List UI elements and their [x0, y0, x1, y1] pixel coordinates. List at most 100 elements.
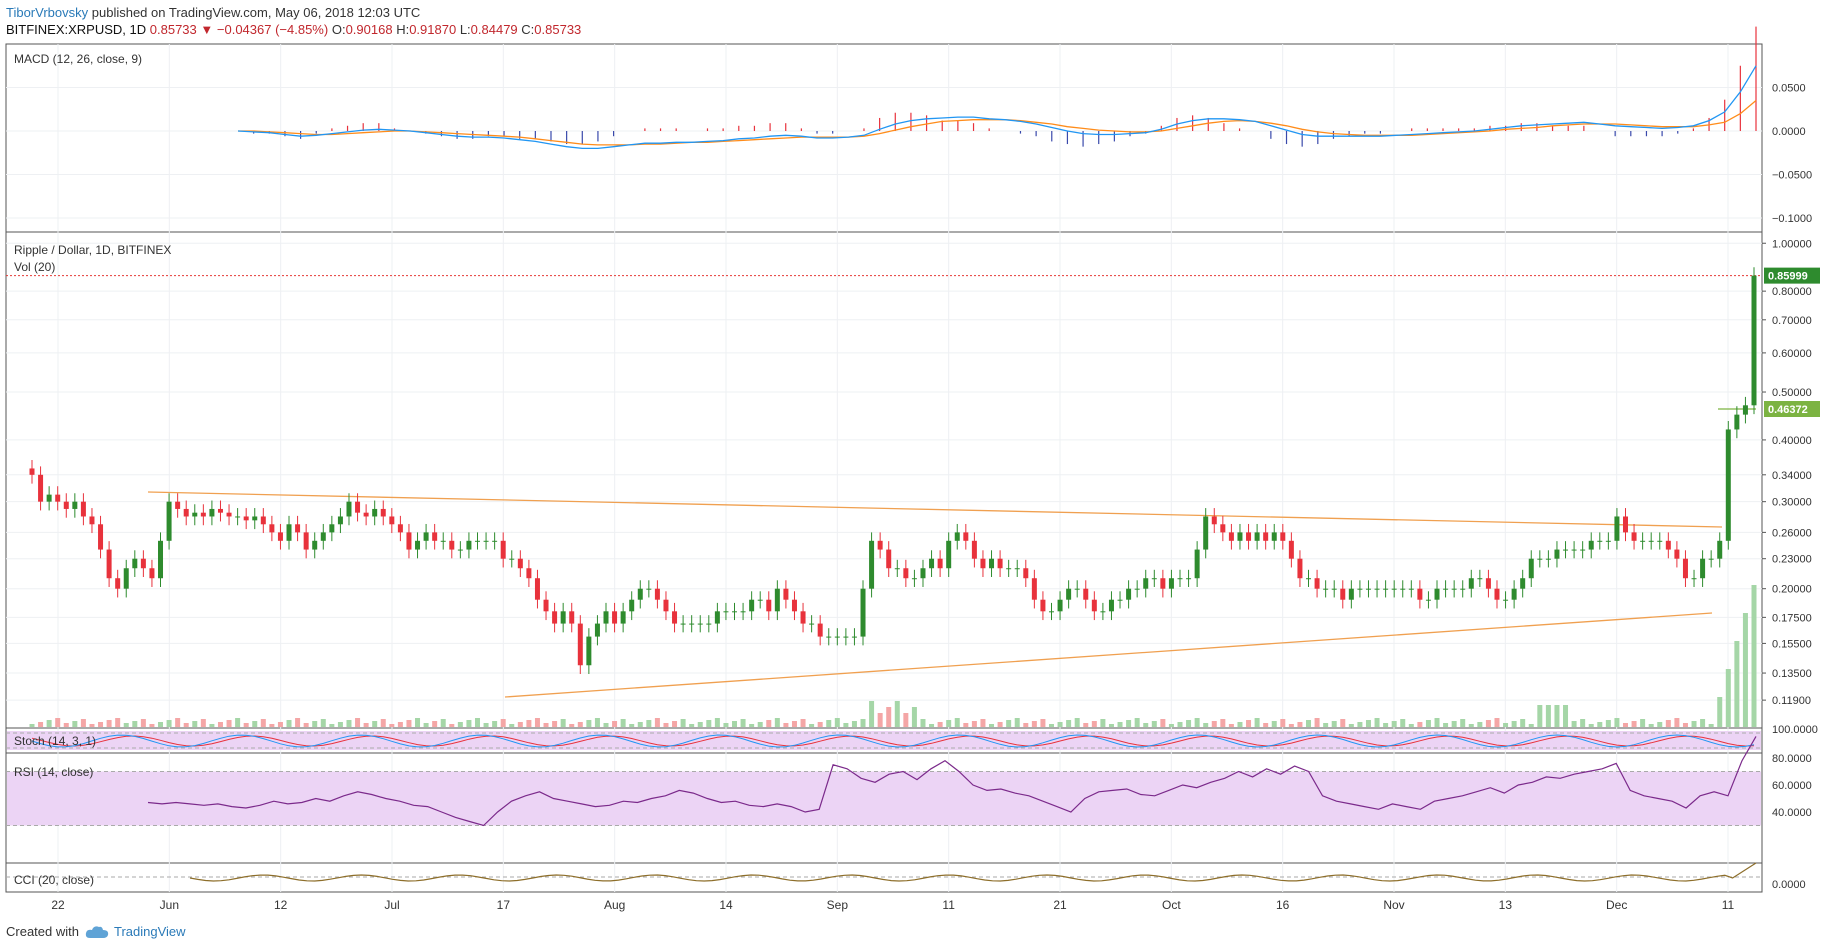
candle-body [534, 578, 540, 600]
rsi-tick-label: 60.0000 [1772, 780, 1812, 792]
low-value: 0.84479 [470, 22, 518, 37]
candle-body [697, 623, 703, 625]
candle-body [1228, 532, 1234, 541]
candle-body [509, 558, 515, 560]
volume-bar [1605, 720, 1611, 727]
candle-body [1117, 599, 1123, 601]
candle-body [295, 524, 301, 533]
volume-bar [474, 718, 480, 727]
x-tick-label: Dec [1606, 898, 1627, 912]
volume-bar [560, 719, 566, 727]
candle-body [732, 611, 738, 613]
volume-bar [954, 718, 960, 727]
candle-body [269, 524, 275, 533]
volume-bar [346, 720, 352, 727]
volume-bar [1348, 724, 1354, 727]
candle-body [474, 540, 480, 542]
volume-bar [1545, 705, 1551, 727]
stoch-k-line [31, 734, 1755, 748]
candle-body [337, 516, 343, 525]
volume-bar [1631, 721, 1637, 727]
volume-bar [1682, 723, 1688, 727]
candle-body [1571, 549, 1577, 551]
candle-body [1554, 549, 1560, 559]
volume-bar [492, 721, 498, 727]
high-label: H: [396, 22, 410, 37]
candle-body [1691, 578, 1697, 580]
volume-bar [29, 724, 35, 727]
candle-body [200, 512, 206, 517]
volume-bar [517, 722, 523, 727]
candle-body [1528, 558, 1534, 579]
volume-bar [869, 701, 875, 727]
candle-body [834, 636, 840, 638]
candle-body [29, 468, 35, 475]
price-tick-label: 0.34000 [1772, 470, 1812, 482]
volume-bar [1580, 719, 1586, 727]
x-tick-label: 14 [719, 898, 733, 912]
candle-body [603, 611, 609, 624]
volume-bar [303, 723, 309, 727]
volume-bar [714, 718, 720, 727]
candle-body [843, 636, 849, 638]
volume-bar [80, 719, 86, 727]
candle-body [954, 532, 960, 541]
volume-bar [877, 713, 883, 727]
volume-bar [1048, 724, 1054, 727]
candle-body [406, 532, 412, 550]
price-tick-label: 0.70000 [1772, 315, 1812, 327]
stoch-axis-label: 100.0000 [1772, 724, 1818, 736]
candle-body [1648, 540, 1654, 542]
volume-bar [774, 718, 780, 727]
volume-bar [911, 707, 917, 727]
candle-body [680, 623, 686, 625]
volume-bar [329, 724, 335, 727]
upper-trendline [147, 491, 1723, 528]
candle-body [415, 540, 421, 550]
volume-bar [226, 720, 232, 727]
candle-body [1725, 429, 1731, 541]
price-tick-label: 0.20000 [1772, 584, 1812, 596]
candle-body [55, 494, 61, 502]
x-tick-label: 21 [1053, 898, 1067, 912]
candle-body [363, 512, 369, 517]
candle-body [989, 558, 995, 569]
volume-bar [1331, 721, 1337, 727]
candle-body [1443, 588, 1449, 590]
candle-body [1563, 549, 1569, 551]
level-badge [1764, 401, 1820, 417]
volume-bar [1151, 721, 1157, 727]
volume-bar [740, 719, 746, 727]
candle-body [500, 540, 506, 559]
volume-bar [903, 713, 909, 727]
candle-body [1682, 558, 1688, 579]
volume-bar [1057, 722, 1063, 727]
candle-body [123, 568, 129, 589]
volume-bar [192, 721, 198, 727]
volume-bar [817, 722, 823, 727]
x-tick-label: 13 [1499, 898, 1513, 912]
candle-body [740, 611, 746, 613]
tradingview-link[interactable]: TradingView [85, 924, 186, 939]
volume-bar [132, 721, 138, 727]
volume-bar [286, 720, 292, 727]
candle-body [1674, 549, 1680, 559]
candle-body [869, 540, 875, 589]
author-name[interactable]: TiborVrbovsky [6, 5, 89, 20]
volume-bar [963, 723, 969, 727]
x-tick-label: Jun [160, 898, 179, 912]
volume-bar [1203, 723, 1209, 727]
candle-body [38, 474, 44, 502]
candle-body [1348, 588, 1354, 600]
candle-body [372, 508, 378, 517]
candle-body [380, 508, 386, 517]
volume-bar [980, 719, 986, 727]
candle-body [963, 532, 969, 541]
volume-bar [594, 718, 600, 727]
candle-body [1717, 540, 1723, 559]
volume-bar [1194, 718, 1200, 727]
volume-bar [1640, 719, 1646, 727]
candle-body [1468, 578, 1474, 589]
x-tick-label: 17 [497, 898, 511, 912]
